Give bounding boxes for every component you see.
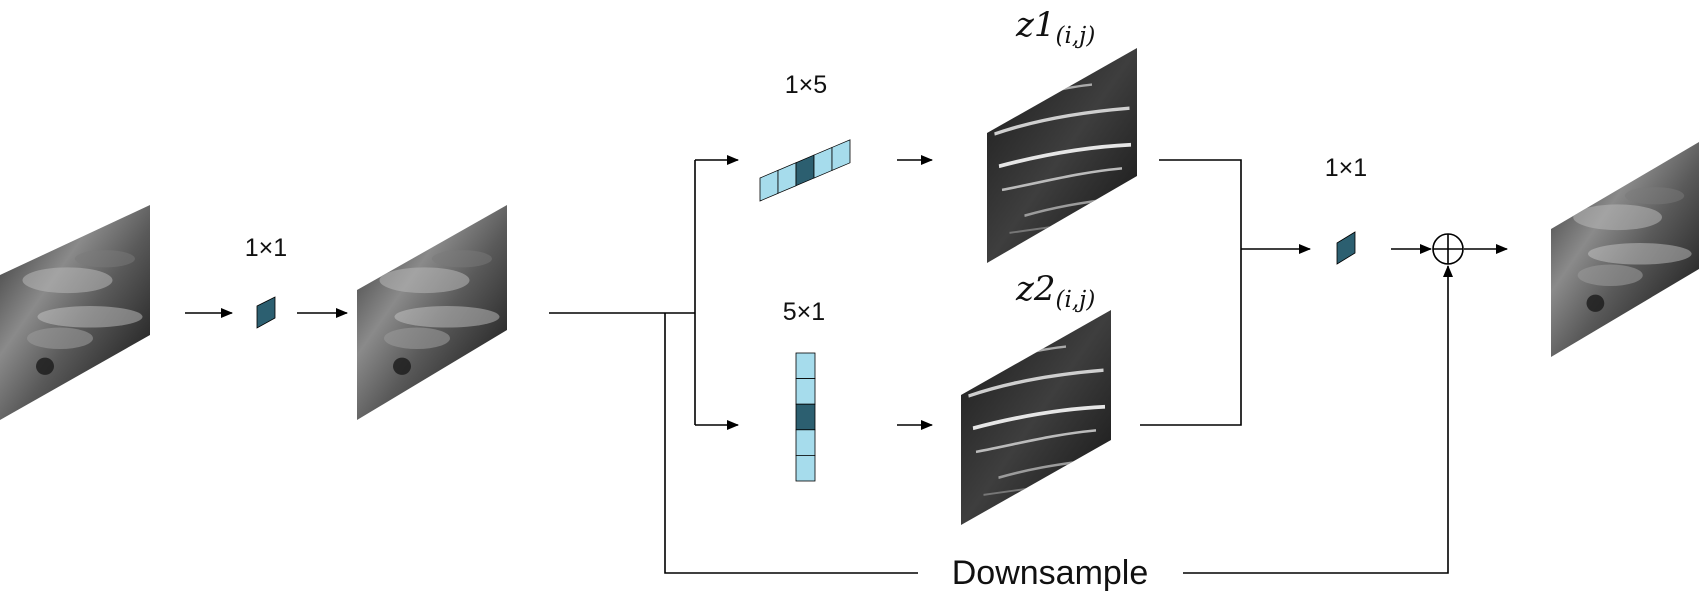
kernel-cell [795,429,816,456]
kernel-cell [795,403,816,431]
label-downsample: Downsample [952,554,1149,592]
kernel-cell [795,154,815,187]
conv5x1-kernel [795,352,816,482]
label-conv5x1: 5×1 [783,298,825,326]
input-feature-map [0,205,150,420]
fuse-conv1x1-kernel [1336,231,1356,265]
output-feature-map [1551,142,1699,357]
feature-map-z2 [961,310,1111,525]
conv1x5-kernel [759,139,851,202]
kernel-cell [813,146,833,179]
label-z1: z1(i,j) [1015,5,1095,49]
feature-map-z1 [987,48,1137,263]
kernel-cell [795,455,816,482]
conv1x1-kernel [256,296,276,329]
kernel-cell [831,139,851,172]
add-operator-icon [1432,233,1464,265]
connections [185,155,1508,574]
feature-map-after-conv1x1 [357,205,507,420]
label-fuse-conv1x1: 1×1 [1325,154,1367,182]
kernel-cell [795,378,816,405]
label-conv1x5: 1×5 [785,71,827,99]
kernel-cell [759,169,779,202]
label-conv1x1: 1×1 [245,234,287,262]
label-z2: z2(i,j) [1015,269,1095,313]
kernel-cell [795,352,816,380]
kernel-cell [777,162,797,194]
